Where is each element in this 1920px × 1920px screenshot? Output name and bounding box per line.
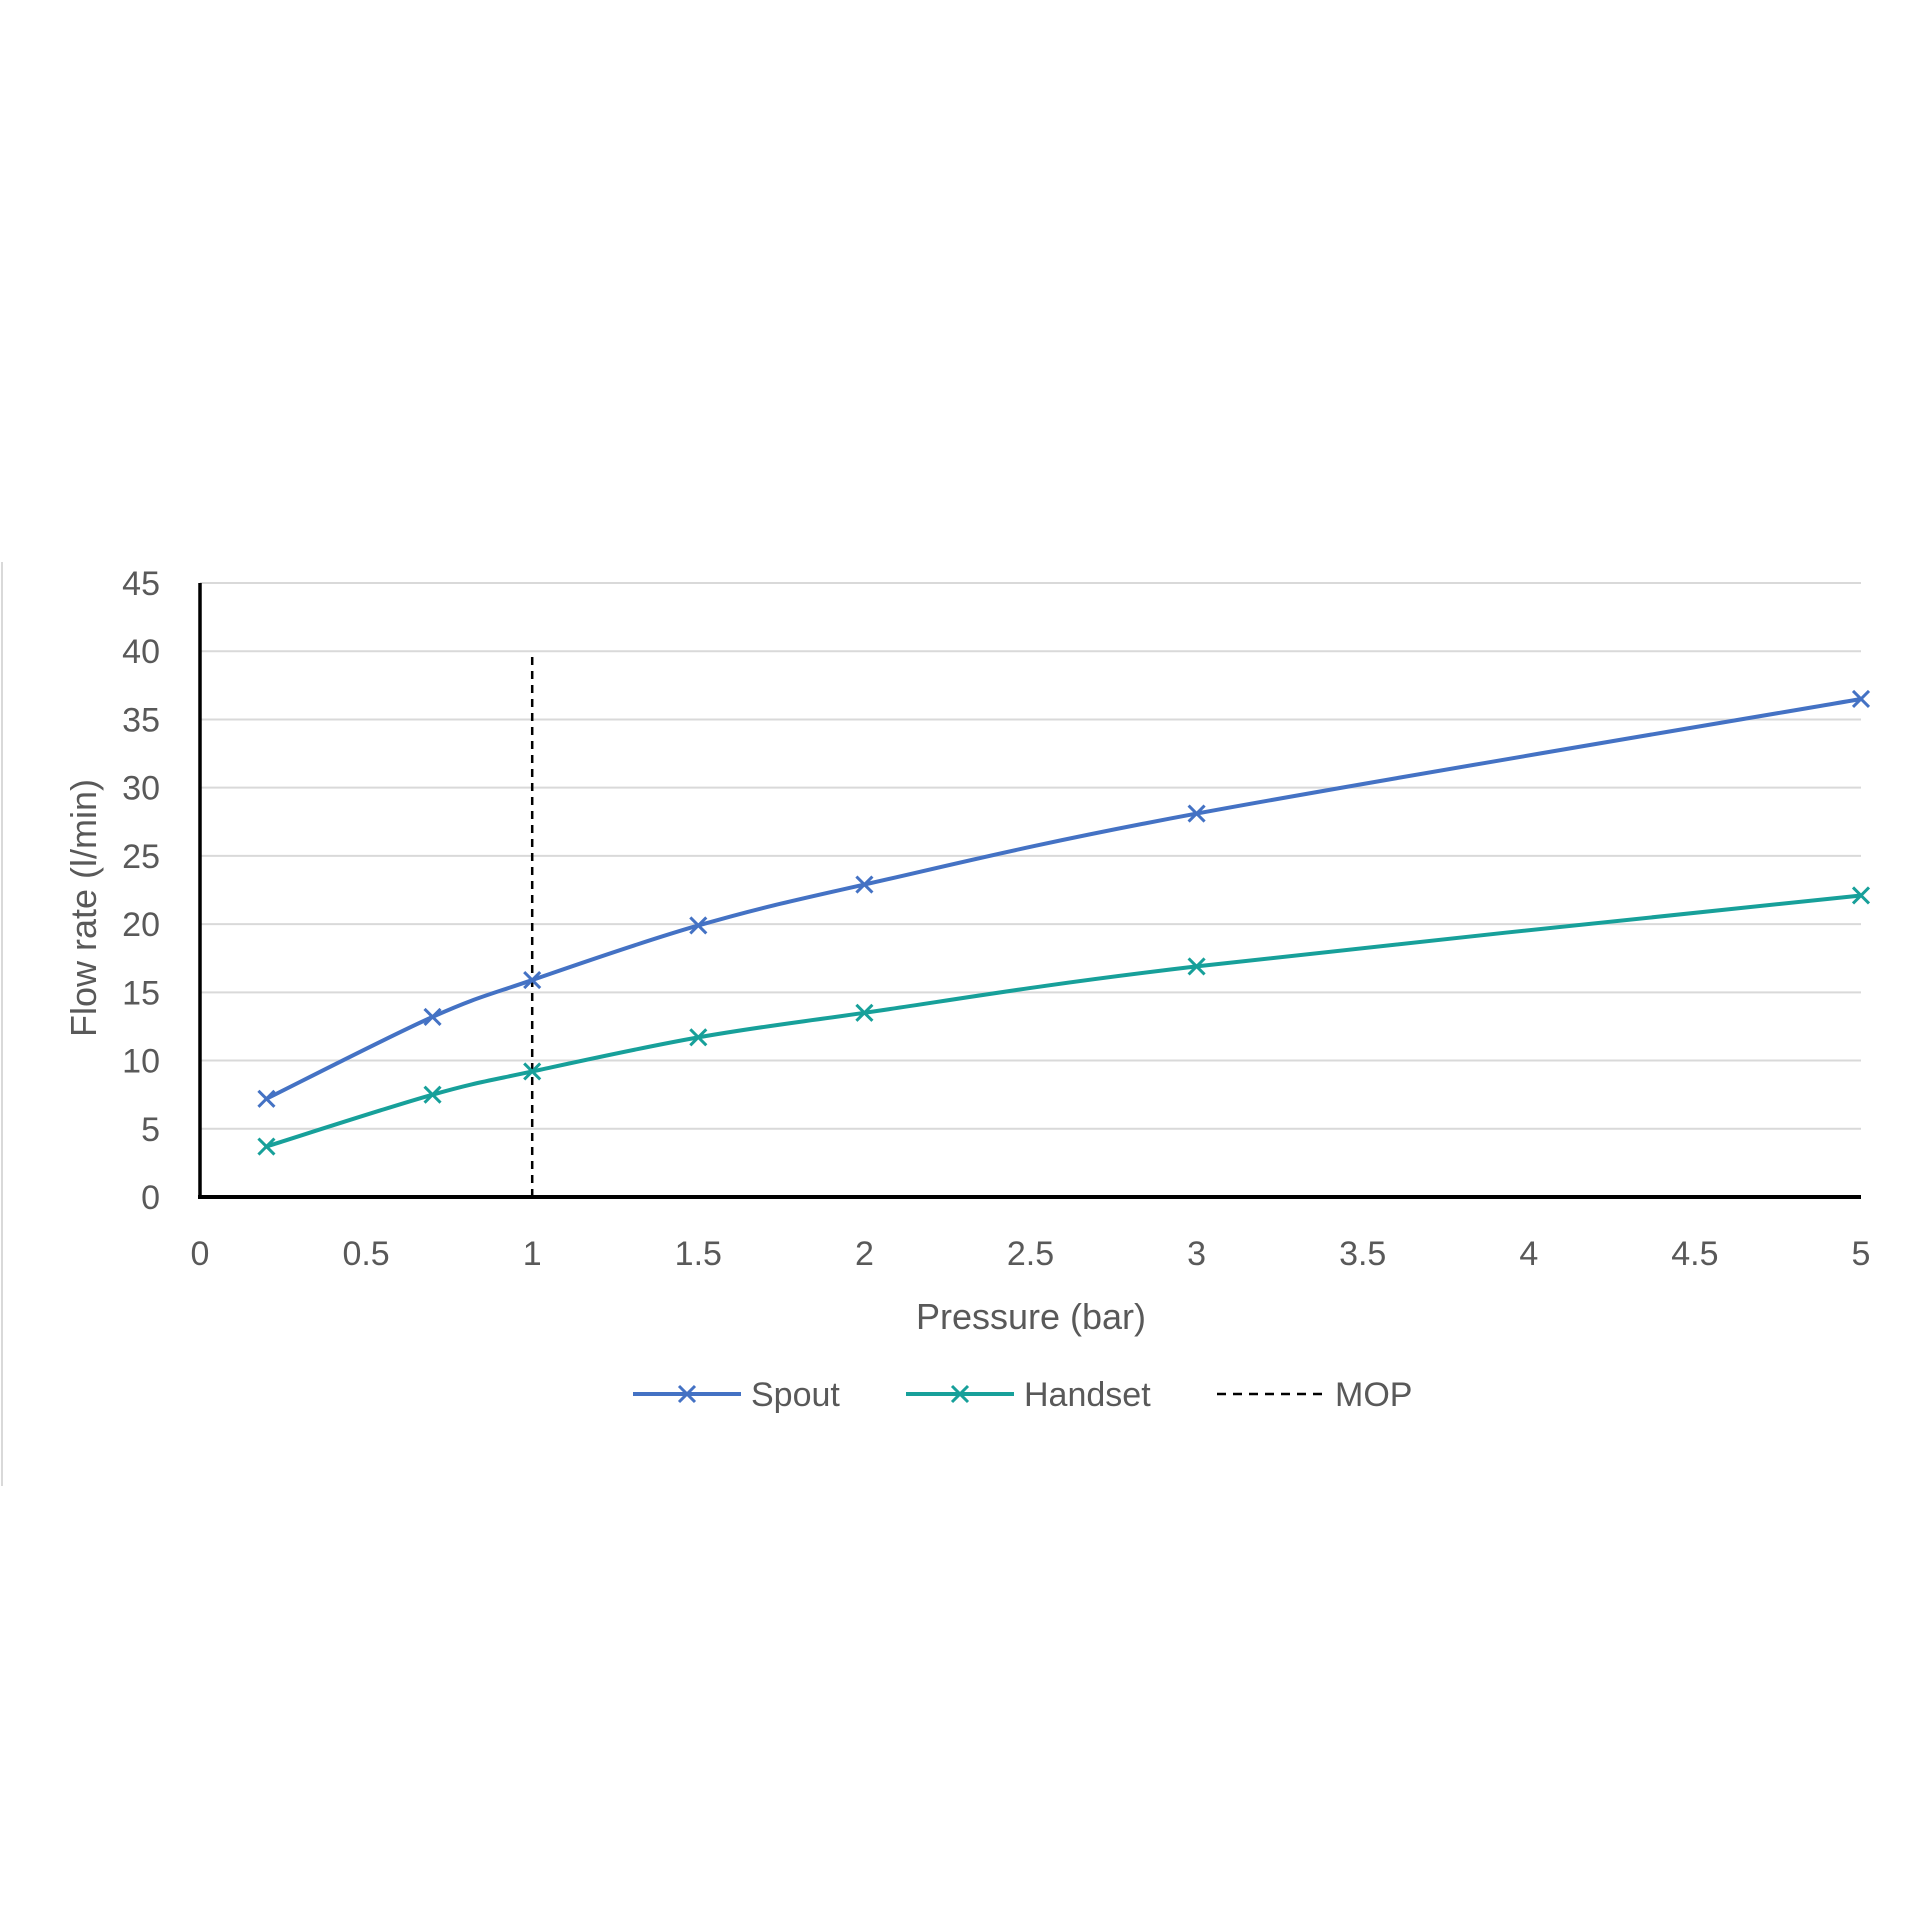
marker-stroke — [423, 1007, 442, 1026]
x-tick-label: 1.5 — [675, 1235, 722, 1273]
marker-stroke — [423, 1085, 442, 1104]
data-point-spout — [689, 916, 708, 935]
y-tick-label: 15 — [122, 974, 160, 1012]
marker-stroke — [855, 1003, 874, 1022]
data-point-handset — [1851, 886, 1871, 905]
series-line-handset — [264, 893, 1863, 1149]
y-tick-label: 10 — [122, 1043, 160, 1081]
data-point-spout — [257, 1089, 276, 1108]
marker-stroke — [1851, 689, 1871, 709]
x-tick-label: 4 — [1519, 1235, 1538, 1273]
marker-stroke — [523, 1062, 542, 1081]
legend-item-mop: MOP — [1217, 1376, 1412, 1414]
gridlines — [200, 582, 1861, 1130]
marker-stroke — [855, 875, 874, 894]
data-point-handset — [423, 1085, 442, 1104]
marker-stroke — [1187, 804, 1206, 823]
marker-stroke — [523, 970, 542, 990]
y-tick-label: 35 — [122, 701, 160, 739]
data-point-spout — [523, 970, 542, 990]
x-tick-label: 0 — [191, 1235, 210, 1273]
legend-label-handset: Handset — [1024, 1376, 1151, 1414]
marker-stroke — [950, 1384, 970, 1404]
legend-label-spout: Spout — [751, 1376, 840, 1414]
y-tick-label: 40 — [122, 633, 160, 671]
legend-label-mop: MOP — [1335, 1376, 1412, 1414]
marker-stroke — [257, 1089, 276, 1108]
marker-stroke — [677, 1384, 697, 1404]
y-axis-title: Flow rate (l/min) — [63, 779, 104, 1037]
series-line-spout — [264, 696, 1863, 1101]
data-point-handset — [257, 1137, 276, 1156]
y-tick-label: 30 — [122, 770, 160, 808]
marker-stroke — [689, 916, 708, 935]
marker-stroke — [1851, 886, 1871, 905]
y-tick-labels: 0 5 10 15 20 25 30 35 40 45 — [122, 565, 160, 1217]
x-tick-label: 1 — [523, 1235, 542, 1273]
data-point-handset — [523, 1062, 542, 1081]
legend-item-handset: Handset — [906, 1376, 1151, 1414]
marker-stroke — [257, 1137, 276, 1156]
x-tick-labels: 0 0.5 1 1.5 2 2.5 3 3.5 4 4.5 5 — [191, 1235, 1871, 1273]
y-tick-label: 0 — [141, 1179, 160, 1217]
data-point-spout — [855, 875, 874, 894]
legend-marker-spout — [677, 1384, 697, 1404]
y-tick-label: 25 — [122, 838, 160, 876]
x-tick-label: 2.5 — [1007, 1235, 1054, 1273]
series-handset — [257, 886, 1871, 1156]
series-spout — [257, 689, 1871, 1108]
x-tick-label: 5 — [1852, 1235, 1871, 1273]
legend: Spout Handset MOP — [633, 1376, 1412, 1414]
legend-marker-handset — [950, 1384, 970, 1404]
series-layer — [257, 689, 1871, 1156]
x-tick-label: 2 — [855, 1235, 874, 1273]
marker-stroke — [689, 1028, 708, 1047]
data-point-handset — [855, 1003, 874, 1022]
x-tick-label: 4.5 — [1671, 1235, 1718, 1273]
x-tick-label: 3 — [1187, 1235, 1206, 1273]
axes — [198, 583, 1861, 1199]
marker-stroke — [1187, 957, 1206, 976]
data-point-spout — [1187, 804, 1206, 823]
y-tick-label: 5 — [141, 1111, 160, 1149]
data-point-spout — [1851, 689, 1871, 709]
y-tick-label: 45 — [122, 565, 160, 603]
x-axis-title: Pressure (bar) — [916, 1296, 1146, 1337]
data-point-handset — [689, 1028, 708, 1047]
y-tick-label: 20 — [122, 906, 160, 944]
data-point-handset — [1187, 957, 1206, 976]
x-tick-label: 0.5 — [342, 1235, 389, 1273]
legend-item-spout: Spout — [633, 1376, 840, 1414]
data-point-spout — [423, 1007, 442, 1026]
x-tick-label: 3.5 — [1339, 1235, 1386, 1273]
